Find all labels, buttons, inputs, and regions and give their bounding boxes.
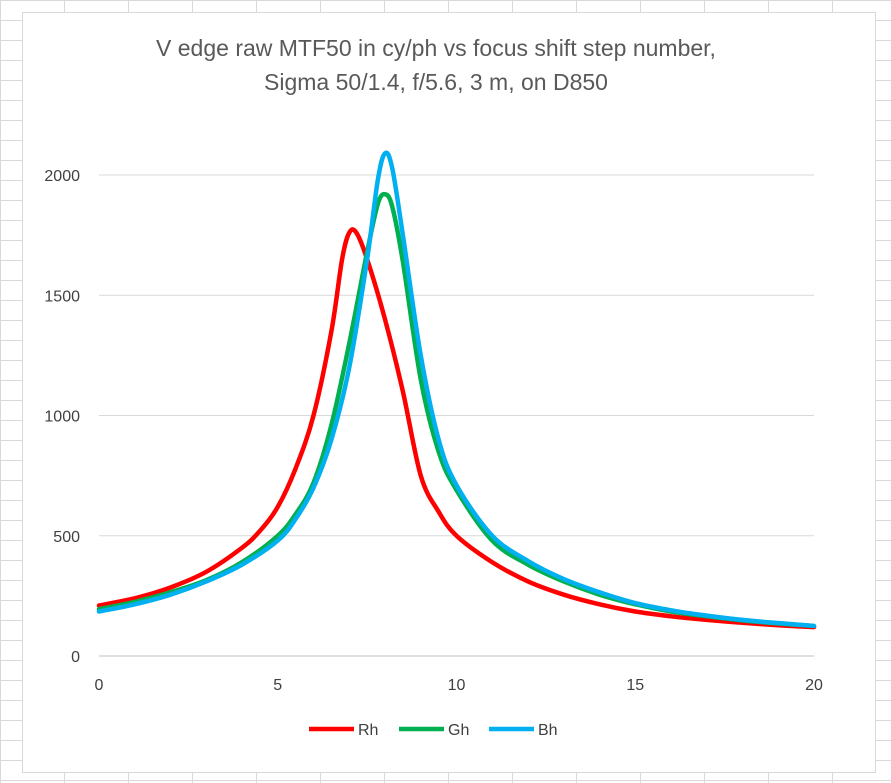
x-tick-label: 20 — [805, 677, 823, 694]
x-axis-ticks: 0 5 10 15 20 — [95, 677, 823, 694]
y-tick-label: 2000 — [44, 168, 80, 185]
y-tick-label: 1500 — [44, 288, 80, 305]
series-line-bh — [96, 150, 817, 629]
x-tick-label: 0 — [95, 677, 104, 694]
series-lines — [96, 150, 817, 630]
y-tick-label: 500 — [53, 529, 80, 546]
y-tick-label: 1000 — [44, 409, 80, 426]
chart-area[interactable]: V edge raw MTF50 in cy/ph vs focus shift… — [22, 12, 876, 773]
x-tick-label: 5 — [273, 677, 282, 694]
series-line-gh — [96, 191, 817, 629]
legend-label-bh: Bh — [538, 722, 558, 739]
y-tick-label: 0 — [71, 649, 80, 666]
x-tick-label: 15 — [626, 677, 644, 694]
x-tick-label: 10 — [448, 677, 466, 694]
legend: Rh Gh Bh — [309, 722, 558, 739]
legend-label-rh: Rh — [358, 722, 378, 739]
chart-svg: V edge raw MTF50 in cy/ph vs focus shift… — [44, 35, 823, 739]
legend-label-gh: Gh — [448, 722, 469, 739]
series-line-rh — [96, 227, 817, 630]
y-axis-ticks: 0 500 1000 1500 2000 — [44, 168, 80, 666]
chart-subtitle: Sigma 50/1.4, f/5.6, 3 m, on D850 — [264, 69, 608, 95]
chart-title: V edge raw MTF50 in cy/ph vs focus shift… — [156, 35, 716, 61]
